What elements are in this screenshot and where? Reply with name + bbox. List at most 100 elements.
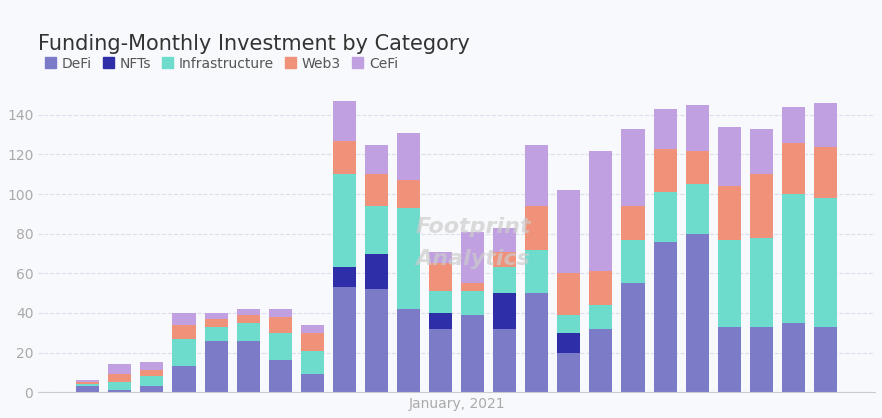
Bar (654, 109, 676, 148)
Bar (269, 317, 292, 333)
Bar (781, 143, 805, 194)
Bar (140, 370, 163, 376)
Bar (557, 273, 580, 315)
Bar (173, 367, 196, 392)
Bar (173, 339, 196, 367)
Bar (173, 313, 196, 325)
Bar (622, 283, 645, 392)
Bar (333, 101, 356, 140)
Bar (589, 305, 612, 329)
Bar (461, 291, 484, 315)
Bar (301, 351, 324, 375)
Bar (654, 242, 676, 392)
Bar (493, 329, 516, 392)
Bar (814, 103, 837, 147)
Bar (236, 323, 259, 341)
Bar (718, 186, 741, 240)
Bar (654, 148, 676, 192)
Bar (173, 325, 196, 339)
Bar (236, 341, 259, 392)
Bar (750, 238, 773, 327)
Bar (781, 194, 805, 323)
Bar (269, 309, 292, 317)
Bar (205, 319, 228, 327)
Bar (76, 380, 100, 382)
Bar (205, 341, 228, 392)
Bar (140, 362, 163, 370)
Bar (76, 382, 100, 384)
Bar (718, 127, 741, 186)
Bar (205, 327, 228, 341)
Bar (750, 327, 773, 392)
Bar (429, 263, 452, 291)
Bar (493, 293, 516, 329)
Bar (750, 129, 773, 174)
Bar (461, 232, 484, 283)
Bar (333, 287, 356, 392)
Bar (397, 309, 420, 392)
Bar (236, 309, 259, 315)
Bar (365, 174, 388, 206)
Bar (685, 150, 709, 184)
Bar (622, 240, 645, 283)
Text: Footprint: Footprint (415, 217, 531, 237)
Bar (429, 313, 452, 329)
Bar (589, 271, 612, 305)
Bar (76, 386, 100, 392)
Bar (493, 252, 516, 268)
Bar (397, 133, 420, 180)
Bar (365, 289, 388, 392)
Bar (814, 327, 837, 392)
Bar (589, 329, 612, 392)
Bar (301, 325, 324, 333)
Bar (589, 150, 612, 271)
Bar (205, 313, 228, 319)
Bar (557, 190, 580, 273)
Bar (333, 174, 356, 268)
Bar (718, 327, 741, 392)
Bar (814, 147, 837, 198)
Bar (557, 315, 580, 333)
Bar (526, 206, 549, 250)
Bar (397, 180, 420, 208)
Bar (365, 254, 388, 289)
Bar (622, 129, 645, 206)
Bar (269, 360, 292, 392)
Bar (622, 206, 645, 240)
Bar (654, 192, 676, 242)
Bar (301, 333, 324, 351)
Bar (493, 268, 516, 293)
Bar (461, 315, 484, 392)
Bar (526, 145, 549, 206)
Text: Funding-Monthly Investment by Category: Funding-Monthly Investment by Category (38, 34, 470, 54)
Bar (685, 105, 709, 150)
Bar (493, 228, 516, 252)
Bar (526, 250, 549, 293)
Bar (108, 364, 131, 375)
Bar (557, 333, 580, 352)
Bar (429, 291, 452, 313)
Text: Analytics: Analytics (415, 249, 531, 269)
Bar (397, 208, 420, 309)
Bar (333, 268, 356, 287)
Bar (461, 283, 484, 291)
Bar (140, 376, 163, 386)
Bar (108, 375, 131, 382)
Bar (557, 352, 580, 392)
Bar (76, 384, 100, 386)
Bar (685, 184, 709, 234)
Bar (333, 140, 356, 174)
Bar (526, 293, 549, 392)
Bar (781, 107, 805, 143)
Bar (685, 234, 709, 392)
Bar (365, 145, 388, 174)
Bar (301, 375, 324, 392)
Bar (750, 174, 773, 238)
Bar (365, 206, 388, 254)
Legend: DeFi, NFTs, Infrastructure, Web3, CeFi: DeFi, NFTs, Infrastructure, Web3, CeFi (45, 57, 398, 71)
Bar (108, 390, 131, 392)
Bar (429, 329, 452, 392)
Bar (814, 198, 837, 327)
Bar (429, 252, 452, 263)
Bar (140, 386, 163, 392)
